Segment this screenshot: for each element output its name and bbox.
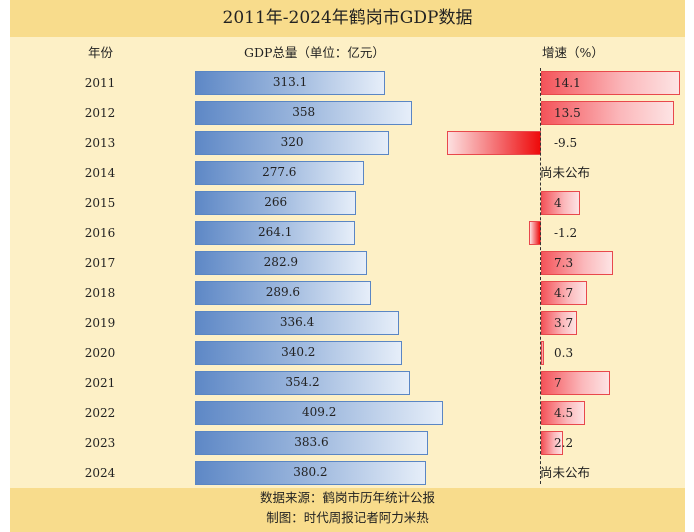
gdp-bar: 340.2 [195, 341, 402, 365]
gdp-bar: 358 [195, 101, 413, 125]
growth-bar [541, 71, 681, 95]
year-label: 2023 [84, 436, 116, 450]
chart-rows: 2011 313.1 14.1 2012 358 13.5 2013 320 -9.5 2014 2… [10, 0, 685, 488]
growth-zero-axis [540, 68, 541, 484]
year-label: 2011 [84, 76, 116, 90]
footer: 数据来源：鹤岗市历年统计公报 制图：时代周报记者阿力米热 [10, 488, 685, 532]
year-label: 2018 [84, 286, 116, 300]
growth-bar [447, 131, 541, 155]
gdp-value-label: 358 [292, 105, 316, 119]
gdp-value-label: 336.4 [279, 315, 315, 329]
growth-not-published: 尚未公布 [540, 165, 591, 180]
gdp-value-label: 383.6 [294, 435, 329, 449]
gdp-value-label: 354.2 [285, 375, 320, 389]
growth-value-label: -9.5 [554, 136, 578, 150]
gdp-bar: 266 [195, 191, 357, 215]
growth-bar [541, 431, 563, 455]
chart-panel: 2011年-2024年鹤岗市GDP数据 年份 GDP总量（单位：亿元） 增速（%… [10, 0, 685, 532]
gdp-value-label: 282.9 [263, 255, 299, 269]
gdp-value-label: 320 [280, 135, 304, 149]
gdp-bar: 289.6 [195, 281, 371, 305]
year-label: 2016 [84, 226, 116, 240]
growth-value-label: -1.2 [554, 226, 578, 240]
growth-bar [541, 281, 588, 305]
gdp-bar: 336.4 [195, 311, 400, 335]
gdp-bar: 409.2 [195, 401, 444, 425]
growth-bar [541, 251, 613, 275]
growth-bar [541, 191, 581, 215]
growth-not-published: 尚未公布 [540, 465, 591, 480]
gdp-value-label: 313.1 [272, 75, 308, 89]
growth-bar [541, 311, 578, 335]
header-year: 年份 [88, 45, 114, 60]
chart-title: 2011年-2024年鹤岗市GDP数据 [10, 0, 685, 37]
growth-value-label: 0.3 [554, 346, 574, 360]
growth-value-label: 7 [554, 376, 562, 390]
growth-value-label: 4.7 [554, 286, 574, 300]
growth-value-label: 7.3 [554, 256, 574, 270]
year-label: 2022 [84, 406, 116, 420]
year-label: 2024 [84, 466, 116, 480]
year-label: 2014 [84, 166, 116, 180]
year-label: 2017 [84, 256, 116, 270]
gdp-value-label: 264.1 [257, 225, 293, 239]
year-label: 2020 [84, 346, 116, 360]
gdp-bar: 380.2 [195, 461, 426, 485]
gdp-bar: 383.6 [195, 431, 428, 455]
gdp-value-label: 409.2 [302, 405, 337, 419]
year-label: 2015 [84, 196, 116, 210]
chart-credit: 制图：时代周报记者阿力米热 [266, 510, 429, 525]
gdp-bar: 354.2 [195, 371, 410, 395]
growth-bar [541, 371, 611, 395]
gdp-value-label: 289.6 [265, 285, 301, 299]
gdp-value-label: 266 [264, 195, 288, 209]
year-label: 2013 [84, 136, 116, 150]
year-label: 2019 [84, 316, 116, 330]
growth-bar [541, 101, 675, 125]
gdp-bar: 320 [195, 131, 390, 155]
growth-value-label: 14.1 [554, 76, 581, 90]
gdp-bar: 264.1 [195, 221, 356, 245]
growth-bar [541, 341, 544, 365]
header-growth: 增速（%） [542, 45, 604, 60]
growth-value-label: 4 [554, 196, 562, 210]
gdp-bar: 313.1 [195, 71, 386, 95]
growth-value-label: 2.2 [554, 436, 574, 450]
data-source: 数据来源：鹤岗市历年统计公报 [259, 490, 435, 505]
growth-bar [541, 401, 586, 425]
gdp-bar: 282.9 [195, 251, 367, 275]
header-gdp: GDP总量（单位：亿元） [244, 45, 385, 60]
growth-value-label: 3.7 [554, 316, 574, 330]
growth-value-label: 4.5 [554, 406, 574, 420]
gdp-value-label: 380.2 [293, 465, 328, 479]
year-label: 2021 [84, 376, 116, 390]
gdp-value-label: 277.6 [262, 165, 297, 179]
year-label: 2012 [84, 106, 116, 120]
gdp-value-label: 340.2 [281, 345, 316, 359]
growth-value-label: 13.5 [554, 106, 581, 120]
gdp-bar: 277.6 [195, 161, 364, 185]
